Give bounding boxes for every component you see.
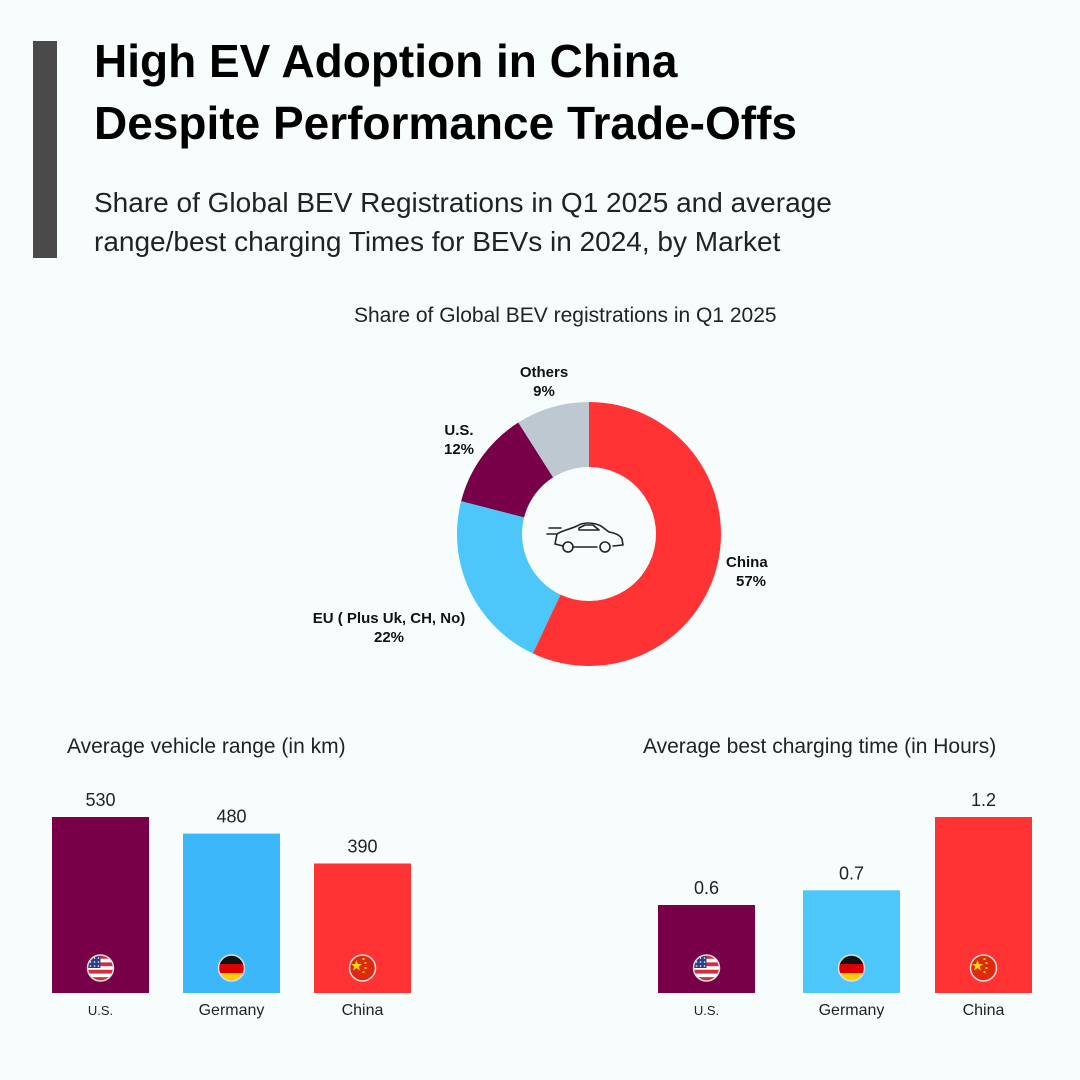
charging-china-flag-icon: [969, 954, 998, 982]
title-line-1: High EV Adoption in China: [94, 35, 678, 87]
charging-germany-flag-icon: [837, 954, 866, 982]
charging-value-china: 1.2: [971, 790, 996, 810]
donut-chart-title: Share of Global BEV registrations in Q1 …: [354, 304, 777, 327]
charging-category-u-s: U.S.: [694, 1003, 719, 1018]
range-china-flag-icon: [348, 954, 377, 982]
donut-value-china: 57%: [736, 573, 766, 590]
charging-us-flag-icon: [692, 954, 721, 982]
subtitle-line-2: range/best charging Times for BEVs in 20…: [94, 226, 781, 257]
page-title: High EV Adoption in China Despite Perfor…: [94, 30, 1054, 154]
range-chart-title: Average vehicle range (in km): [67, 735, 346, 758]
donut-label-china: China: [726, 554, 768, 571]
donut-label-others: Others: [520, 364, 568, 381]
accent-bar: [33, 41, 57, 258]
page-subtitle: Share of Global BEV Registrations in Q1 …: [94, 183, 974, 261]
donut-value-u-s: 12%: [444, 441, 474, 458]
range-value-u-s: 530: [85, 790, 115, 810]
range-category-u-s: U.S.: [88, 1003, 113, 1018]
donut-value-others: 9%: [533, 383, 555, 400]
charging-value-u-s: 0.6: [694, 878, 719, 898]
donut-slice-eu-plus-uk-ch-no: [457, 501, 561, 654]
car-icon: [546, 522, 624, 553]
range-category-china: China: [342, 1002, 384, 1019]
donut-label-eu-plus-uk-ch-no: EU ( Plus Uk, CH, No): [313, 610, 466, 627]
range-germany-flag-icon: [217, 954, 246, 982]
donut-label-u-s: U.S.: [444, 422, 473, 439]
title-line-2: Despite Performance Trade-Offs: [94, 97, 798, 149]
donut-slice-others: [518, 402, 589, 478]
charging-value-germany: 0.7: [839, 863, 864, 883]
donut-slice-china: [532, 402, 721, 667]
charging-category-germany: Germany: [819, 1002, 885, 1019]
charging-chart-title: Average best charging time (in Hours): [643, 735, 997, 758]
donut-slice-u-s: [461, 422, 554, 518]
range-value-germany: 480: [216, 807, 246, 827]
range-us-flag-icon: [86, 954, 115, 982]
range-value-china: 390: [347, 836, 377, 856]
range-category-germany: Germany: [199, 1002, 265, 1019]
charging-category-china: China: [963, 1002, 1005, 1019]
subtitle-line-1: Share of Global BEV Registrations in Q1 …: [94, 187, 832, 218]
donut-value-eu-plus-uk-ch-no: 22%: [374, 629, 404, 646]
